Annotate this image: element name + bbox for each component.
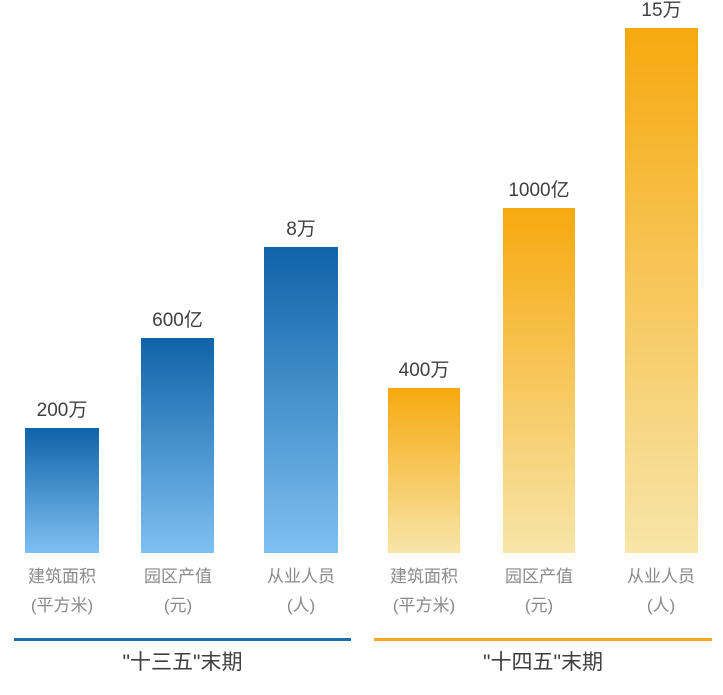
group2-title: "十四五"末期 xyxy=(483,651,603,674)
category-name: 园区产值 xyxy=(505,567,573,586)
category-unit: (平方米) xyxy=(392,596,456,615)
category-label-g1-employees: 从业人员 (人) xyxy=(241,562,361,620)
category-name: 从业人员 xyxy=(627,567,695,586)
category-unit: (元) xyxy=(524,596,554,615)
value-label-g2-employees: 15万 xyxy=(641,0,682,21)
value-label-g1-building-area: 200万 xyxy=(36,400,88,421)
category-name: 从业人员 xyxy=(267,567,335,586)
category-label-g2-park-output: 园区产值 (元) xyxy=(479,562,599,620)
category-unit: (元) xyxy=(163,596,193,615)
bar-g1-park-output xyxy=(141,338,214,553)
value-label-g1-park-output: 600亿 xyxy=(152,310,203,331)
bar-g1-employees xyxy=(264,247,338,553)
bar-g2-park-output xyxy=(503,208,575,553)
group1-accent-line xyxy=(14,638,351,641)
value-label-g2-park-output: 1000亿 xyxy=(508,180,570,201)
category-label-g1-building-area: 建筑面积 (平方米) xyxy=(2,562,122,620)
value-label-g1-employees: 8万 xyxy=(286,219,316,240)
category-name: 建筑面积 xyxy=(390,567,458,586)
category-name: 建筑面积 xyxy=(28,567,96,586)
category-unit: (人) xyxy=(286,596,316,615)
value-label-g2-building-area: 400万 xyxy=(398,360,450,381)
category-label-g2-employees: 从业人员 (人) xyxy=(601,562,721,620)
category-unit: (人) xyxy=(646,596,676,615)
bar-g1-building-area xyxy=(25,428,99,553)
bar-g2-building-area xyxy=(388,388,460,553)
group2-accent-line xyxy=(374,638,712,641)
category-label-g1-park-output: 园区产值 (元) xyxy=(118,562,238,620)
category-name: 园区产值 xyxy=(144,567,212,586)
group1-title: "十三五"末期 xyxy=(122,651,243,674)
category-unit: (平方米) xyxy=(30,596,94,615)
category-label-g2-building-area: 建筑面积 (平方米) xyxy=(364,562,484,620)
bar-g2-employees xyxy=(625,28,698,553)
